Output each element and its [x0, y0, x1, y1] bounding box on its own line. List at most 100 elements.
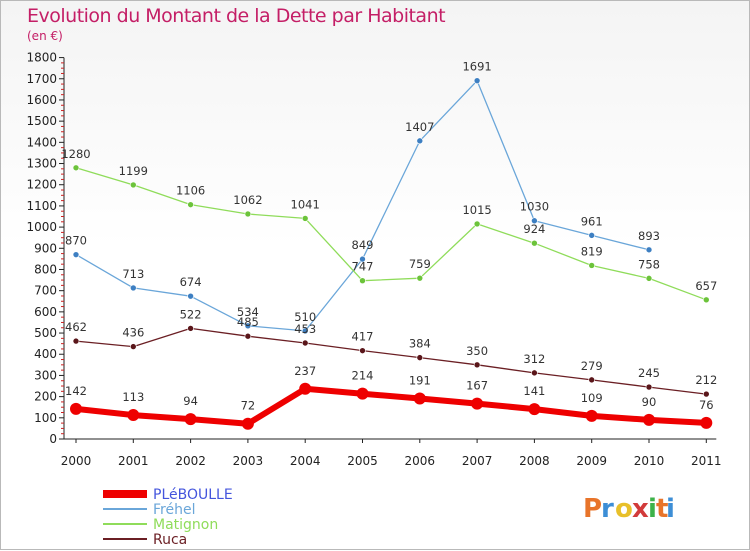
data-point — [702, 390, 710, 398]
data-label: 510 — [294, 310, 316, 324]
data-label: 436 — [122, 326, 144, 340]
x-tick-label: 2002 — [175, 454, 206, 468]
x-tick-label: 2003 — [233, 454, 264, 468]
data-label: 237 — [294, 364, 316, 378]
data-point — [645, 383, 653, 391]
data-label: 961 — [581, 214, 603, 228]
logo-letter: o — [615, 494, 633, 524]
data-label: 453 — [294, 322, 316, 336]
data-label: 76 — [699, 398, 714, 412]
x-tick-label: 2010 — [634, 454, 665, 468]
data-point — [528, 403, 541, 416]
x-tick-label: 2009 — [576, 454, 607, 468]
data-point — [531, 239, 538, 247]
data-point — [473, 361, 481, 369]
x-tick-label: 2005 — [347, 454, 378, 468]
y-tick-label: 400 — [34, 347, 57, 361]
data-point — [471, 397, 484, 410]
logo-letter: i — [666, 494, 675, 524]
data-label: 485 — [237, 315, 259, 329]
data-label: 849 — [352, 238, 374, 252]
data-point — [187, 325, 194, 332]
data-point — [130, 284, 137, 292]
data-point — [473, 77, 481, 84]
y-tick-label: 1500 — [26, 114, 57, 128]
x-tick-label: 2008 — [519, 454, 550, 468]
data-point — [588, 232, 596, 239]
proxiti-logo: Pr o x i ti — [583, 494, 675, 524]
data-point — [416, 354, 424, 361]
data-point — [645, 275, 653, 282]
data-label: 1280 — [61, 147, 90, 161]
data-label: 350 — [466, 344, 488, 358]
data-label: 1041 — [291, 197, 320, 211]
legend-label: Ruca — [153, 532, 187, 548]
x-tick-label: 2001 — [118, 454, 149, 468]
y-tick-label: 500 — [34, 326, 57, 340]
data-point — [72, 164, 80, 172]
y-tick-label: 1700 — [26, 72, 57, 86]
data-point — [130, 343, 137, 350]
data-label: 191 — [409, 374, 431, 388]
data-label: 819 — [581, 244, 603, 258]
data-label: 924 — [523, 222, 545, 236]
legend-label: Matignon — [153, 517, 218, 533]
data-label: 870 — [65, 234, 87, 248]
data-label: 1030 — [520, 200, 549, 214]
x-tick-label: 2007 — [462, 454, 493, 468]
chart-title: Evolution du Montant de la Dette par Hab… — [27, 5, 446, 27]
y-tick-label: 700 — [34, 284, 57, 298]
y-tick-label: 1200 — [26, 178, 57, 192]
data-point — [702, 296, 710, 304]
data-label: 212 — [695, 373, 717, 387]
data-point — [187, 292, 194, 300]
data-label: 893 — [638, 229, 660, 243]
data-point — [301, 215, 309, 222]
data-label: 1199 — [119, 164, 148, 178]
y-tick-label: 800 — [34, 262, 57, 276]
series-line-ruca — [75, 327, 707, 395]
x-tick-label: 2000 — [61, 454, 92, 468]
data-point — [244, 332, 252, 340]
data-point — [473, 220, 481, 228]
data-label: 90 — [642, 395, 657, 409]
data-label: 279 — [581, 359, 603, 373]
y-tick-label: 900 — [34, 241, 57, 255]
data-label: 1062 — [233, 193, 262, 207]
data-point — [700, 416, 713, 429]
logo-letter: P — [583, 494, 602, 524]
data-label: 94 — [183, 394, 198, 408]
series-line-fréhel — [75, 80, 650, 332]
data-label: 747 — [352, 260, 374, 274]
y-tick-label: 200 — [34, 390, 57, 404]
y-tick-label: 1000 — [26, 220, 57, 234]
legend-label: PLéBOULLE — [153, 487, 233, 503]
logo-letter: r — [601, 494, 614, 524]
x-tick-label: 2011 — [691, 454, 722, 468]
data-point — [643, 413, 655, 426]
data-point — [244, 322, 252, 330]
data-point — [416, 137, 424, 145]
data-point — [531, 369, 538, 377]
data-label: 109 — [581, 391, 603, 405]
data-label: 384 — [409, 337, 431, 351]
x-tick-label: 2006 — [405, 454, 436, 468]
series-layer — [70, 77, 713, 430]
data-point — [301, 339, 309, 347]
data-label: 312 — [523, 352, 545, 366]
data-label: 417 — [352, 330, 374, 344]
logo-letter: t — [656, 494, 668, 524]
data-label: 713 — [122, 267, 144, 281]
data-label: 1106 — [176, 184, 205, 198]
legend-label: Fréhel — [153, 502, 195, 518]
data-point — [359, 347, 366, 354]
y-tick-label: 1600 — [26, 93, 57, 107]
data-label: 522 — [180, 307, 202, 321]
axes: 0 100 200 300 400 500 600 700 800 900 1000 1100 1200… — [26, 51, 721, 468]
data-point — [187, 201, 194, 208]
data-point — [416, 274, 424, 282]
logo-letter: x — [632, 494, 649, 524]
data-label: 657 — [695, 279, 717, 293]
